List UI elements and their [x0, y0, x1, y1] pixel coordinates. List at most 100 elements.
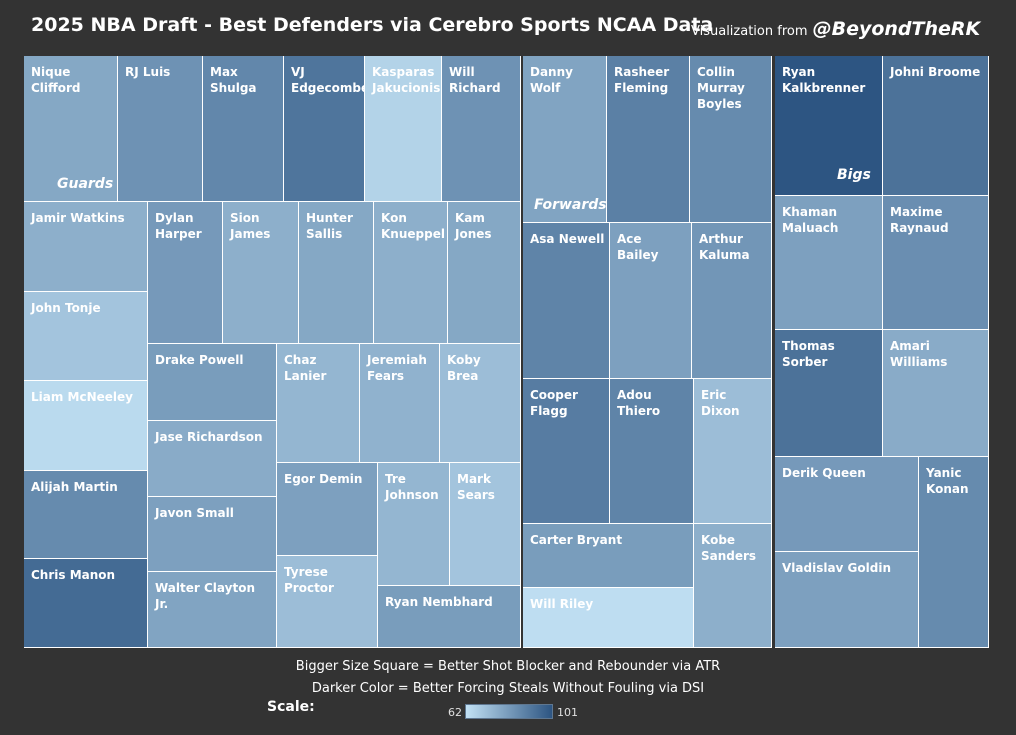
cell-kasparas-jakucionis[interactable]: Kasparas Jakucionis: [365, 56, 442, 202]
cell-label: Collin Murray Boyles: [697, 65, 745, 111]
cell-derik-queen[interactable]: Derik Queen: [775, 457, 919, 552]
cell-label: Chris Manon: [31, 568, 116, 582]
cell-liam-mcneeley[interactable]: Liam McNeeley: [24, 381, 148, 471]
credit: Visualization from @BeyondTheRK: [691, 18, 980, 40]
cell-label: Johni Broome: [890, 65, 981, 79]
cell-arthur-kaluma[interactable]: Arthur Kaluma: [692, 223, 772, 379]
group-label-guards: Guards: [57, 176, 114, 192]
cell-cooper-flagg[interactable]: Cooper Flagg: [523, 379, 610, 524]
cell-vladislav-goldin[interactable]: Vladislav Goldin: [775, 552, 919, 648]
cell-mark-sears[interactable]: Mark Sears: [450, 463, 521, 586]
cell-kobe-sanders[interactable]: Kobe Sanders: [694, 524, 772, 648]
cell-rasheer-fleming[interactable]: Rasheer Fleming: [607, 56, 690, 223]
cell-label: Eric Dixon: [701, 388, 740, 418]
cell-egor-demin[interactable]: Egor Demin: [277, 463, 378, 556]
cell-label: Arthur Kaluma: [699, 232, 750, 262]
cell-label: Walter Clayton Jr.: [155, 581, 255, 611]
cell-label: Will Richard: [449, 65, 501, 95]
cell-will-riley[interactable]: Will Riley: [523, 588, 694, 648]
cell-chris-manon[interactable]: Chris Manon: [24, 559, 148, 648]
cell-label: Jamir Watkins: [31, 211, 125, 225]
cell-label: Danny Wolf: [530, 65, 573, 95]
scale-label: Scale:: [267, 699, 315, 715]
cell-danny-wolf[interactable]: Danny Wolf: [523, 56, 607, 223]
cell-dylan-harper[interactable]: Dylan Harper: [148, 202, 223, 344]
cell-koby-brea[interactable]: Koby Brea: [440, 344, 521, 463]
cell-tre-johnson[interactable]: Tre Johnson: [378, 463, 450, 586]
cell-label: RJ Luis: [125, 65, 171, 79]
cell-label: Max Shulga: [210, 65, 257, 95]
cell-carter-bryant[interactable]: Carter Bryant: [523, 524, 694, 588]
cell-label: John Tonje: [31, 301, 101, 315]
group-bigs: Ryan Kalkbrenner Johni Broome Khaman Malua…: [775, 56, 989, 648]
cell-khaman-maluach[interactable]: Khaman Maluach: [775, 196, 883, 330]
cell-adou-thiero[interactable]: Adou Thiero: [610, 379, 694, 524]
cell-walter-clayton-jr[interactable]: Walter Clayton Jr.: [148, 572, 277, 648]
cell-chaz-lanier[interactable]: Chaz Lanier: [277, 344, 360, 463]
group-guards: Nique Clifford RJ Luis Max Shulga VJ Edgeco…: [24, 56, 521, 648]
cell-label: Maxime Raynaud: [890, 205, 949, 235]
cell-label: Nique Clifford: [31, 65, 81, 95]
cell-thomas-sorber[interactable]: Thomas Sorber: [775, 330, 883, 457]
cell-label: Adou Thiero: [617, 388, 661, 418]
cell-label: Kasparas Jakucionis: [372, 65, 441, 95]
color-note: Darker Color = Better Forcing Steals Wit…: [311, 681, 705, 696]
cell-kam-jones[interactable]: Kam Jones: [448, 202, 521, 344]
cell-ace-bailey[interactable]: Ace Bailey: [610, 223, 692, 379]
cell-drake-powell[interactable]: Drake Powell: [148, 344, 277, 421]
cell-label: Will Riley: [530, 597, 594, 611]
cell-ryan-nembhard[interactable]: Ryan Nembhard: [378, 586, 521, 648]
cell-eric-dixon[interactable]: Eric Dixon: [694, 379, 772, 524]
cell-label: Derik Queen: [782, 466, 866, 480]
cell-jase-richardson[interactable]: Jase Richardson: [148, 421, 277, 497]
cell-label: Liam McNeeley: [31, 390, 133, 404]
cell-collin-murray-boyles[interactable]: Collin Murray Boyles: [690, 56, 772, 223]
cell-label: Dylan Harper: [155, 211, 202, 241]
cell-label: Javon Small: [155, 506, 234, 520]
cell-johni-broome[interactable]: Johni Broome: [883, 56, 989, 196]
cell-label: Asa Newell: [530, 232, 605, 246]
cell-label: Drake Powell: [155, 353, 244, 367]
cell-label: Ace Bailey: [617, 232, 659, 262]
cell-amari-williams[interactable]: Amari Williams: [883, 330, 989, 457]
credit-prefix: Visualization from: [691, 24, 808, 39]
cell-javon-small[interactable]: Javon Small: [148, 497, 277, 572]
cell-jamir-watkins[interactable]: Jamir Watkins: [24, 202, 148, 292]
cell-hunter-sallis[interactable]: Hunter Sallis: [299, 202, 374, 344]
cell-label: Khaman Maluach: [782, 205, 839, 235]
cell-alijah-martin[interactable]: Alijah Martin: [24, 471, 148, 559]
cell-label: Kobe Sanders: [701, 533, 757, 563]
legend-min-label: 62: [448, 706, 462, 719]
cell-john-tonje[interactable]: John Tonje: [24, 292, 148, 381]
cell-max-shulga[interactable]: Max Shulga: [203, 56, 284, 202]
cell-label: Vladislav Goldin: [782, 561, 892, 575]
cell-tyrese-proctor[interactable]: Tyrese Proctor: [277, 556, 378, 648]
cell-label: Mark Sears: [457, 472, 495, 502]
cell-will-richard[interactable]: Will Richard: [442, 56, 521, 202]
cell-ryan-kalkbrenner[interactable]: Ryan Kalkbrenner: [775, 56, 883, 196]
cell-maxime-raynaud[interactable]: Maxime Raynaud: [883, 196, 989, 330]
cell-label: Jase Richardson: [155, 430, 263, 444]
cell-asa-newell[interactable]: Asa Newell: [523, 223, 610, 379]
cell-label: Amari Williams: [890, 339, 948, 369]
cell-label: Ryan Nembhard: [385, 595, 493, 609]
group-forwards: Danny Wolf Rasheer Fleming Collin Murray B…: [523, 56, 772, 648]
cell-label: Egor Demin: [284, 472, 363, 486]
legend-color-bar: [465, 704, 553, 719]
cell-label: Koby Brea: [447, 353, 481, 383]
cell-label: Rasheer Fleming: [614, 65, 670, 95]
cell-rj-luis[interactable]: RJ Luis: [118, 56, 203, 202]
cell-label: Kam Jones: [455, 211, 492, 241]
cell-sion-james[interactable]: Sion James: [223, 202, 299, 344]
cell-yanic-konan[interactable]: Yanic Konan: [919, 457, 989, 648]
cell-label: Tyrese Proctor: [284, 565, 334, 595]
cell-kon-knueppel[interactable]: Kon Knueppel: [374, 202, 448, 344]
group-label-bigs: Bigs: [837, 167, 871, 183]
cell-label: Hunter Sallis: [306, 211, 353, 241]
cell-nique-clifford[interactable]: Nique Clifford: [24, 56, 118, 202]
cell-label: Thomas Sorber: [782, 339, 835, 369]
cell-jeremiah-fears[interactable]: Jeremiah Fears: [360, 344, 440, 463]
cell-label: Carter Bryant: [530, 533, 623, 547]
cell-vj-edgecombe[interactable]: VJ Edgecombe: [284, 56, 369, 202]
chart-title: 2025 NBA Draft - Best Defenders via Cere…: [31, 14, 714, 36]
